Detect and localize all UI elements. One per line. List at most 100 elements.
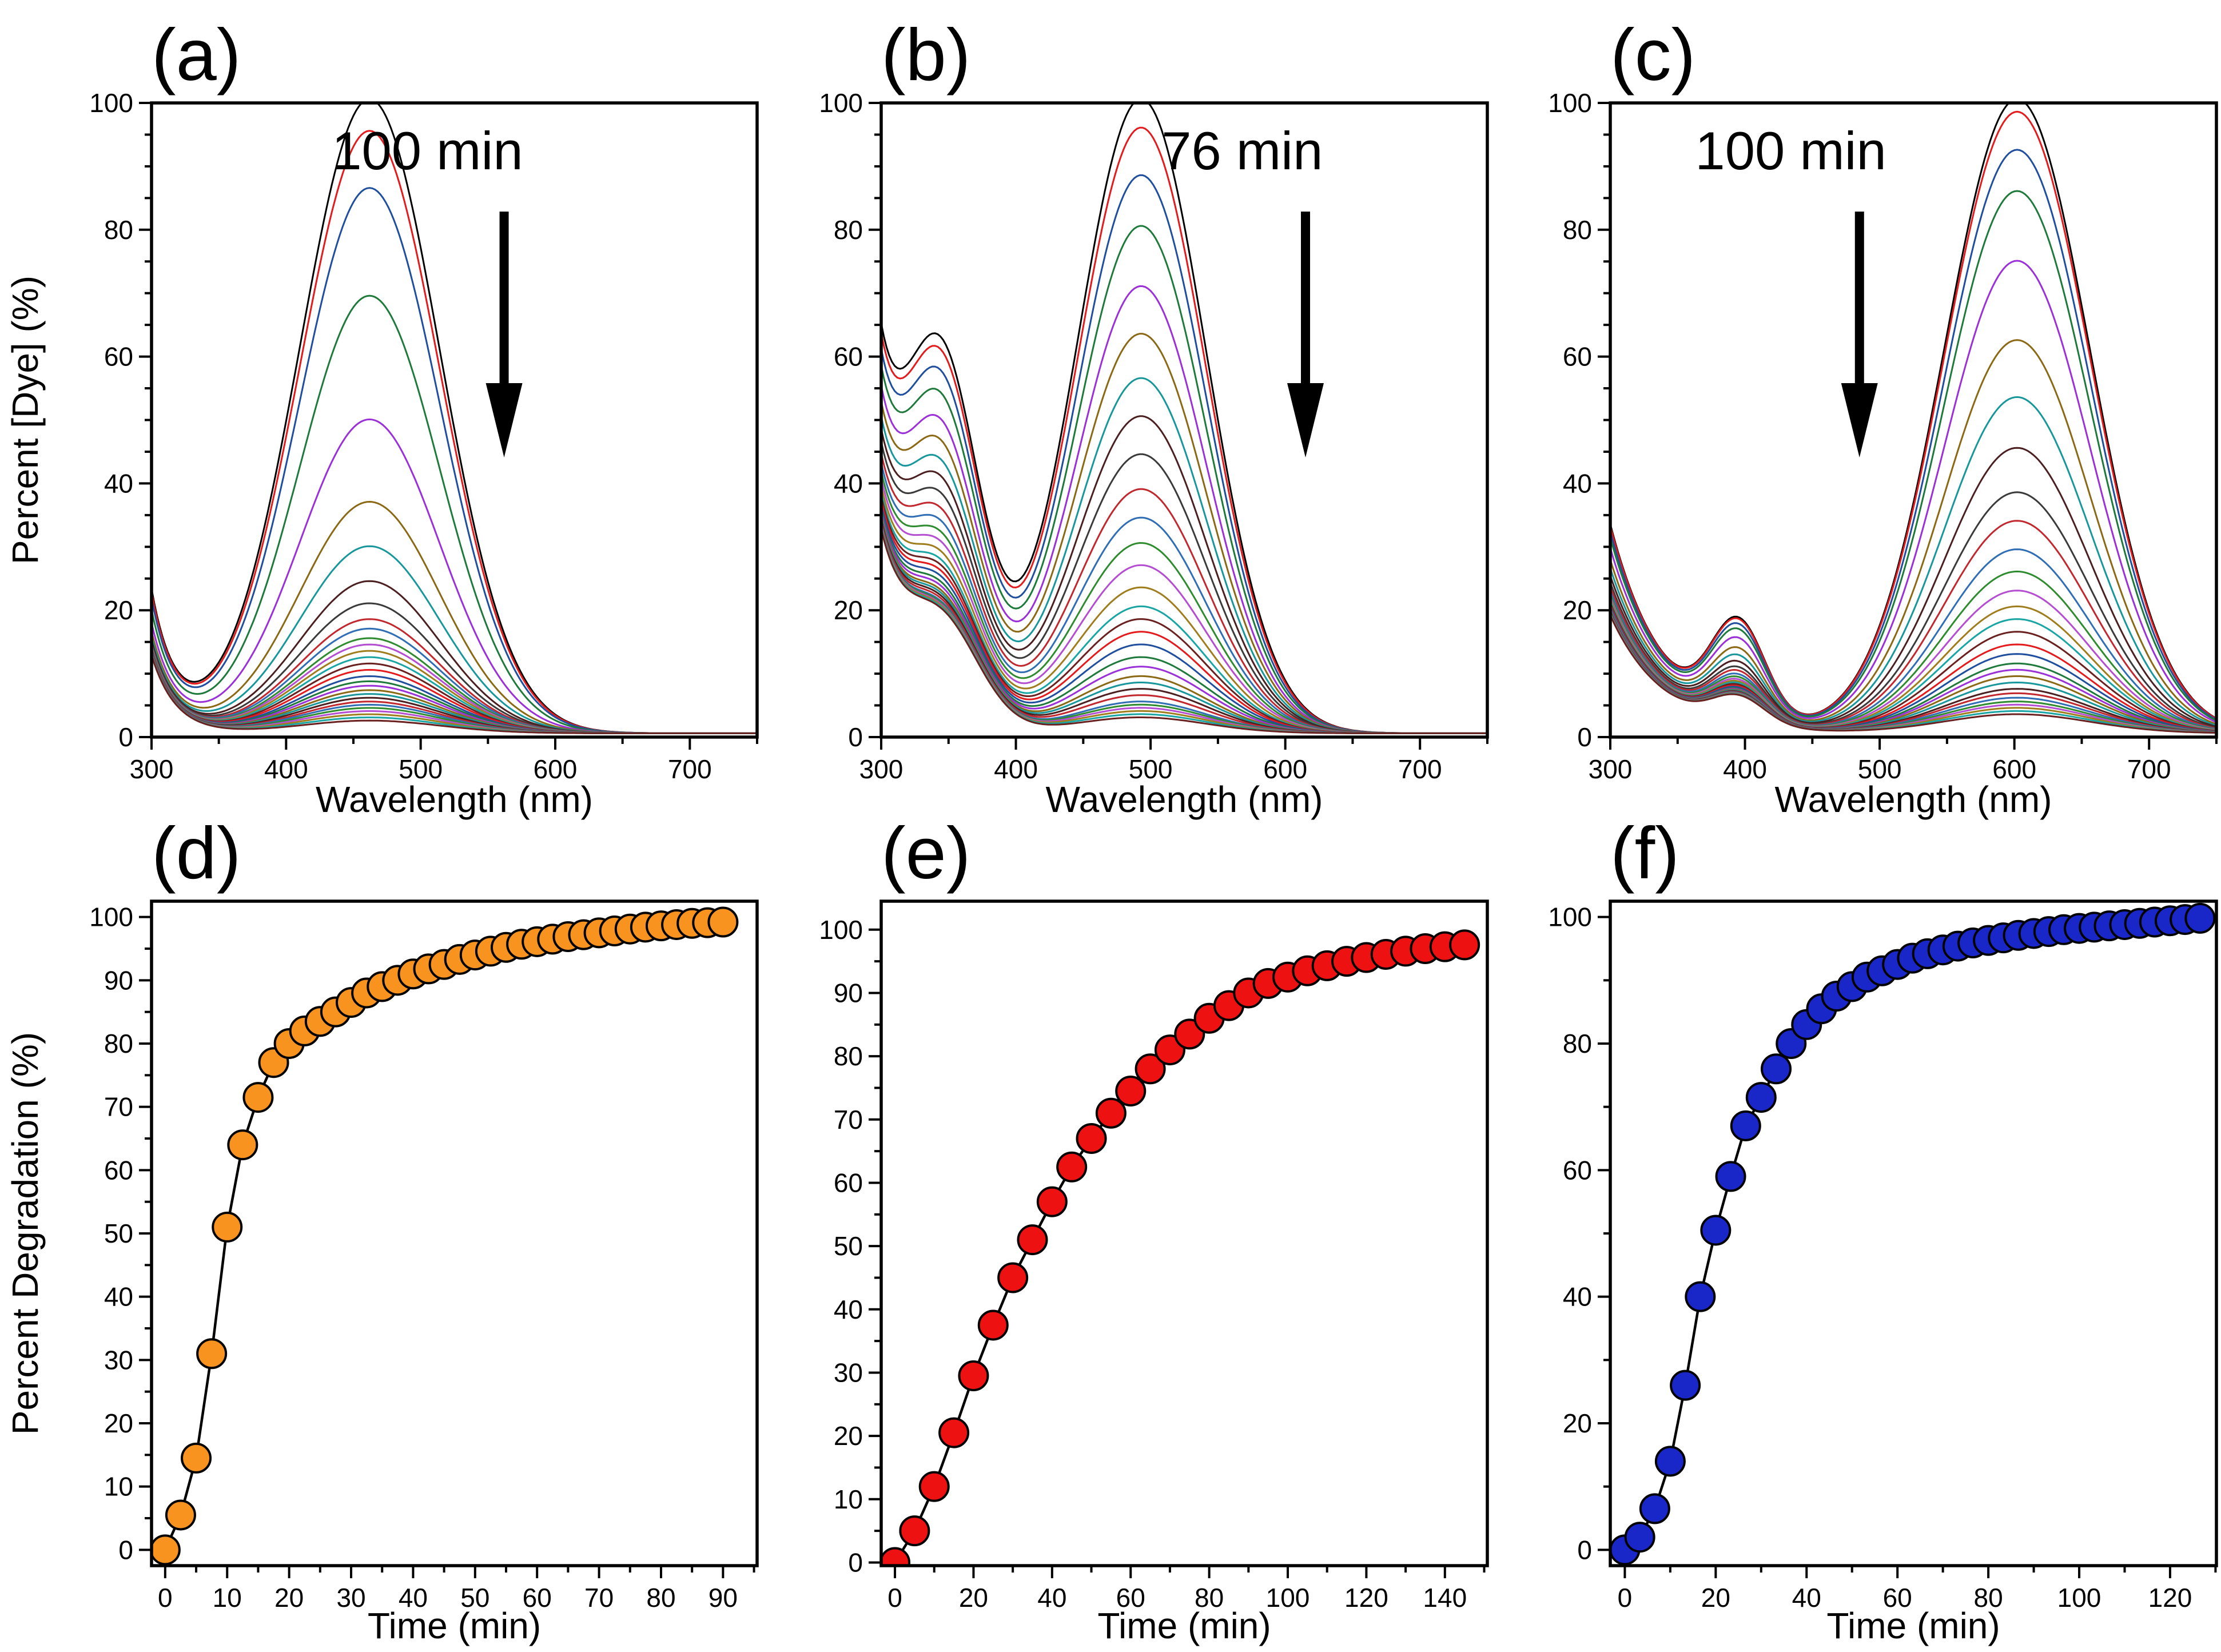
spectrum-line-15 [1610,600,2216,732]
spectrum-line-13 [1610,590,2216,731]
y-tick-label: 70 [834,1105,863,1134]
spectrum-line-3 [152,187,757,734]
plot-area [881,929,1480,1566]
data-point [1745,1082,1777,1113]
plot-frame [150,899,759,1567]
panel-label: (c) [1610,14,1695,96]
spectrum-line-12 [1610,570,2216,731]
y-tick-label: 100 [819,915,863,945]
data-point [1624,1522,1655,1553]
data-point [1730,1110,1761,1141]
y-tick-label: 40 [1563,468,1592,498]
data-point [938,1417,970,1448]
y-tick-label: 100 [1548,902,1592,932]
x-tick-label: 90 [709,1583,738,1613]
plot-frame [879,899,1489,1567]
spectrum-line-30 [1610,615,2216,734]
data-point [977,1309,1009,1341]
data-point [1715,1161,1746,1192]
chart-panel-3: 300 400 500 600 700 0 20 40 60 80 100 Wavelength (n… [1548,14,2218,820]
data-point [1449,929,1480,961]
y-tick-label: 20 [834,1421,863,1451]
y-axis-title: Percent Degradation (%) [5,1032,46,1435]
data-point [1654,1446,1686,1477]
data-point [165,1499,196,1531]
y-tick-label: 20 [1563,595,1592,625]
x-tick-label: 20 [1701,1583,1730,1613]
spectrum-line-2 [1610,110,2216,720]
spectrum-line-4 [152,294,757,734]
x-tick-label: 20 [274,1583,304,1613]
x-axis-title: Wavelength (nm) [1775,779,2052,820]
spectrum-line-30 [881,529,1487,734]
x-tick-label: 0 [158,1583,173,1613]
x-tick-label: 120 [1344,1583,1388,1613]
data-point [997,1262,1029,1293]
fit-curve [164,921,723,1551]
x-tick-label: 100 [2057,1583,2101,1613]
down-arrow-head-icon [485,383,523,457]
down-arrow-head-icon [1841,383,1878,457]
plot-area [152,906,739,1566]
y-tick-label: 100 [819,88,863,118]
y-tick-label: 0 [848,1547,863,1577]
x-tick-label: 50 [460,1583,489,1613]
data-point [1639,1493,1670,1524]
plot-area [1610,902,2216,1566]
data-point [899,1515,930,1547]
x-tick-label: 300 [1589,754,1633,784]
y-tick-label: 40 [834,468,863,498]
y-tick-label: 0 [848,722,863,752]
data-point [1017,1224,1048,1256]
y-tick-label: 100 [89,88,133,118]
x-tick-label: 300 [859,754,903,784]
x-axis-title: Wavelength (nm) [1046,779,1323,820]
x-tick-label: 400 [1723,754,1767,784]
chart-panel-6: 0 20 40 60 80 100 120 0 20 40 60 80 100 Time (min) (f) [1548,813,2218,1646]
x-axis-title: Time (min) [368,1605,541,1646]
time-annotation: 76 min [1161,121,1323,181]
x-tick-label: 500 [1129,754,1173,784]
data-point [881,1547,911,1566]
spectrum-line-3 [1610,149,2216,720]
y-tick-label: 40 [1563,1282,1592,1312]
spectrum-line-7 [1610,396,2216,727]
panel-label: (b) [881,14,970,96]
spectrum-line-10 [1610,520,2216,730]
spectrum-line-14 [1610,599,2216,731]
x-tick-label: 120 [2148,1583,2192,1613]
x-tick-label: 20 [959,1583,988,1613]
y-tick-label: 100 [1548,88,1592,118]
data-point [707,906,739,938]
data-point [1761,1053,1792,1085]
data-point [212,1211,243,1243]
down-arrow-head-icon [1287,383,1324,457]
x-tick-label: 60 [1116,1583,1145,1613]
y-tick-label: 60 [1563,342,1592,372]
data-point [1685,1281,1716,1312]
spectrum-line-1 [152,103,757,734]
x-tick-label: 100 [1266,1583,1310,1613]
y-tick-label: 20 [1563,1408,1592,1438]
x-tick-label: 80 [1974,1583,2003,1613]
y-tick-label: 30 [834,1358,863,1387]
spectrum-line-1 [1610,103,2216,719]
x-tick-label: 0 [1618,1583,1633,1613]
data-point [196,1338,228,1370]
y-tick-label: 0 [1577,722,1592,752]
x-tick-label: 80 [646,1583,675,1613]
spectrum-line-5 [1610,260,2216,723]
x-tick-label: 500 [1858,754,1902,784]
y-tick-label: 60 [104,342,133,372]
data-point [1700,1215,1732,1246]
spectrum-line-4 [1610,190,2216,722]
x-tick-label: 40 [1037,1583,1066,1613]
x-tick-label: 600 [534,754,578,784]
data-point [227,1129,258,1161]
y-axis-title: Percent [Dye] (%) [5,276,46,564]
chart-panel-2: 300 400 500 600 700 0 20 40 60 80 100 Wavelength (n… [819,14,1489,820]
y-tick-label: 40 [834,1295,863,1324]
plot-area [881,103,1487,734]
x-tick-label: 60 [523,1583,552,1613]
x-tick-label: 700 [668,754,712,784]
